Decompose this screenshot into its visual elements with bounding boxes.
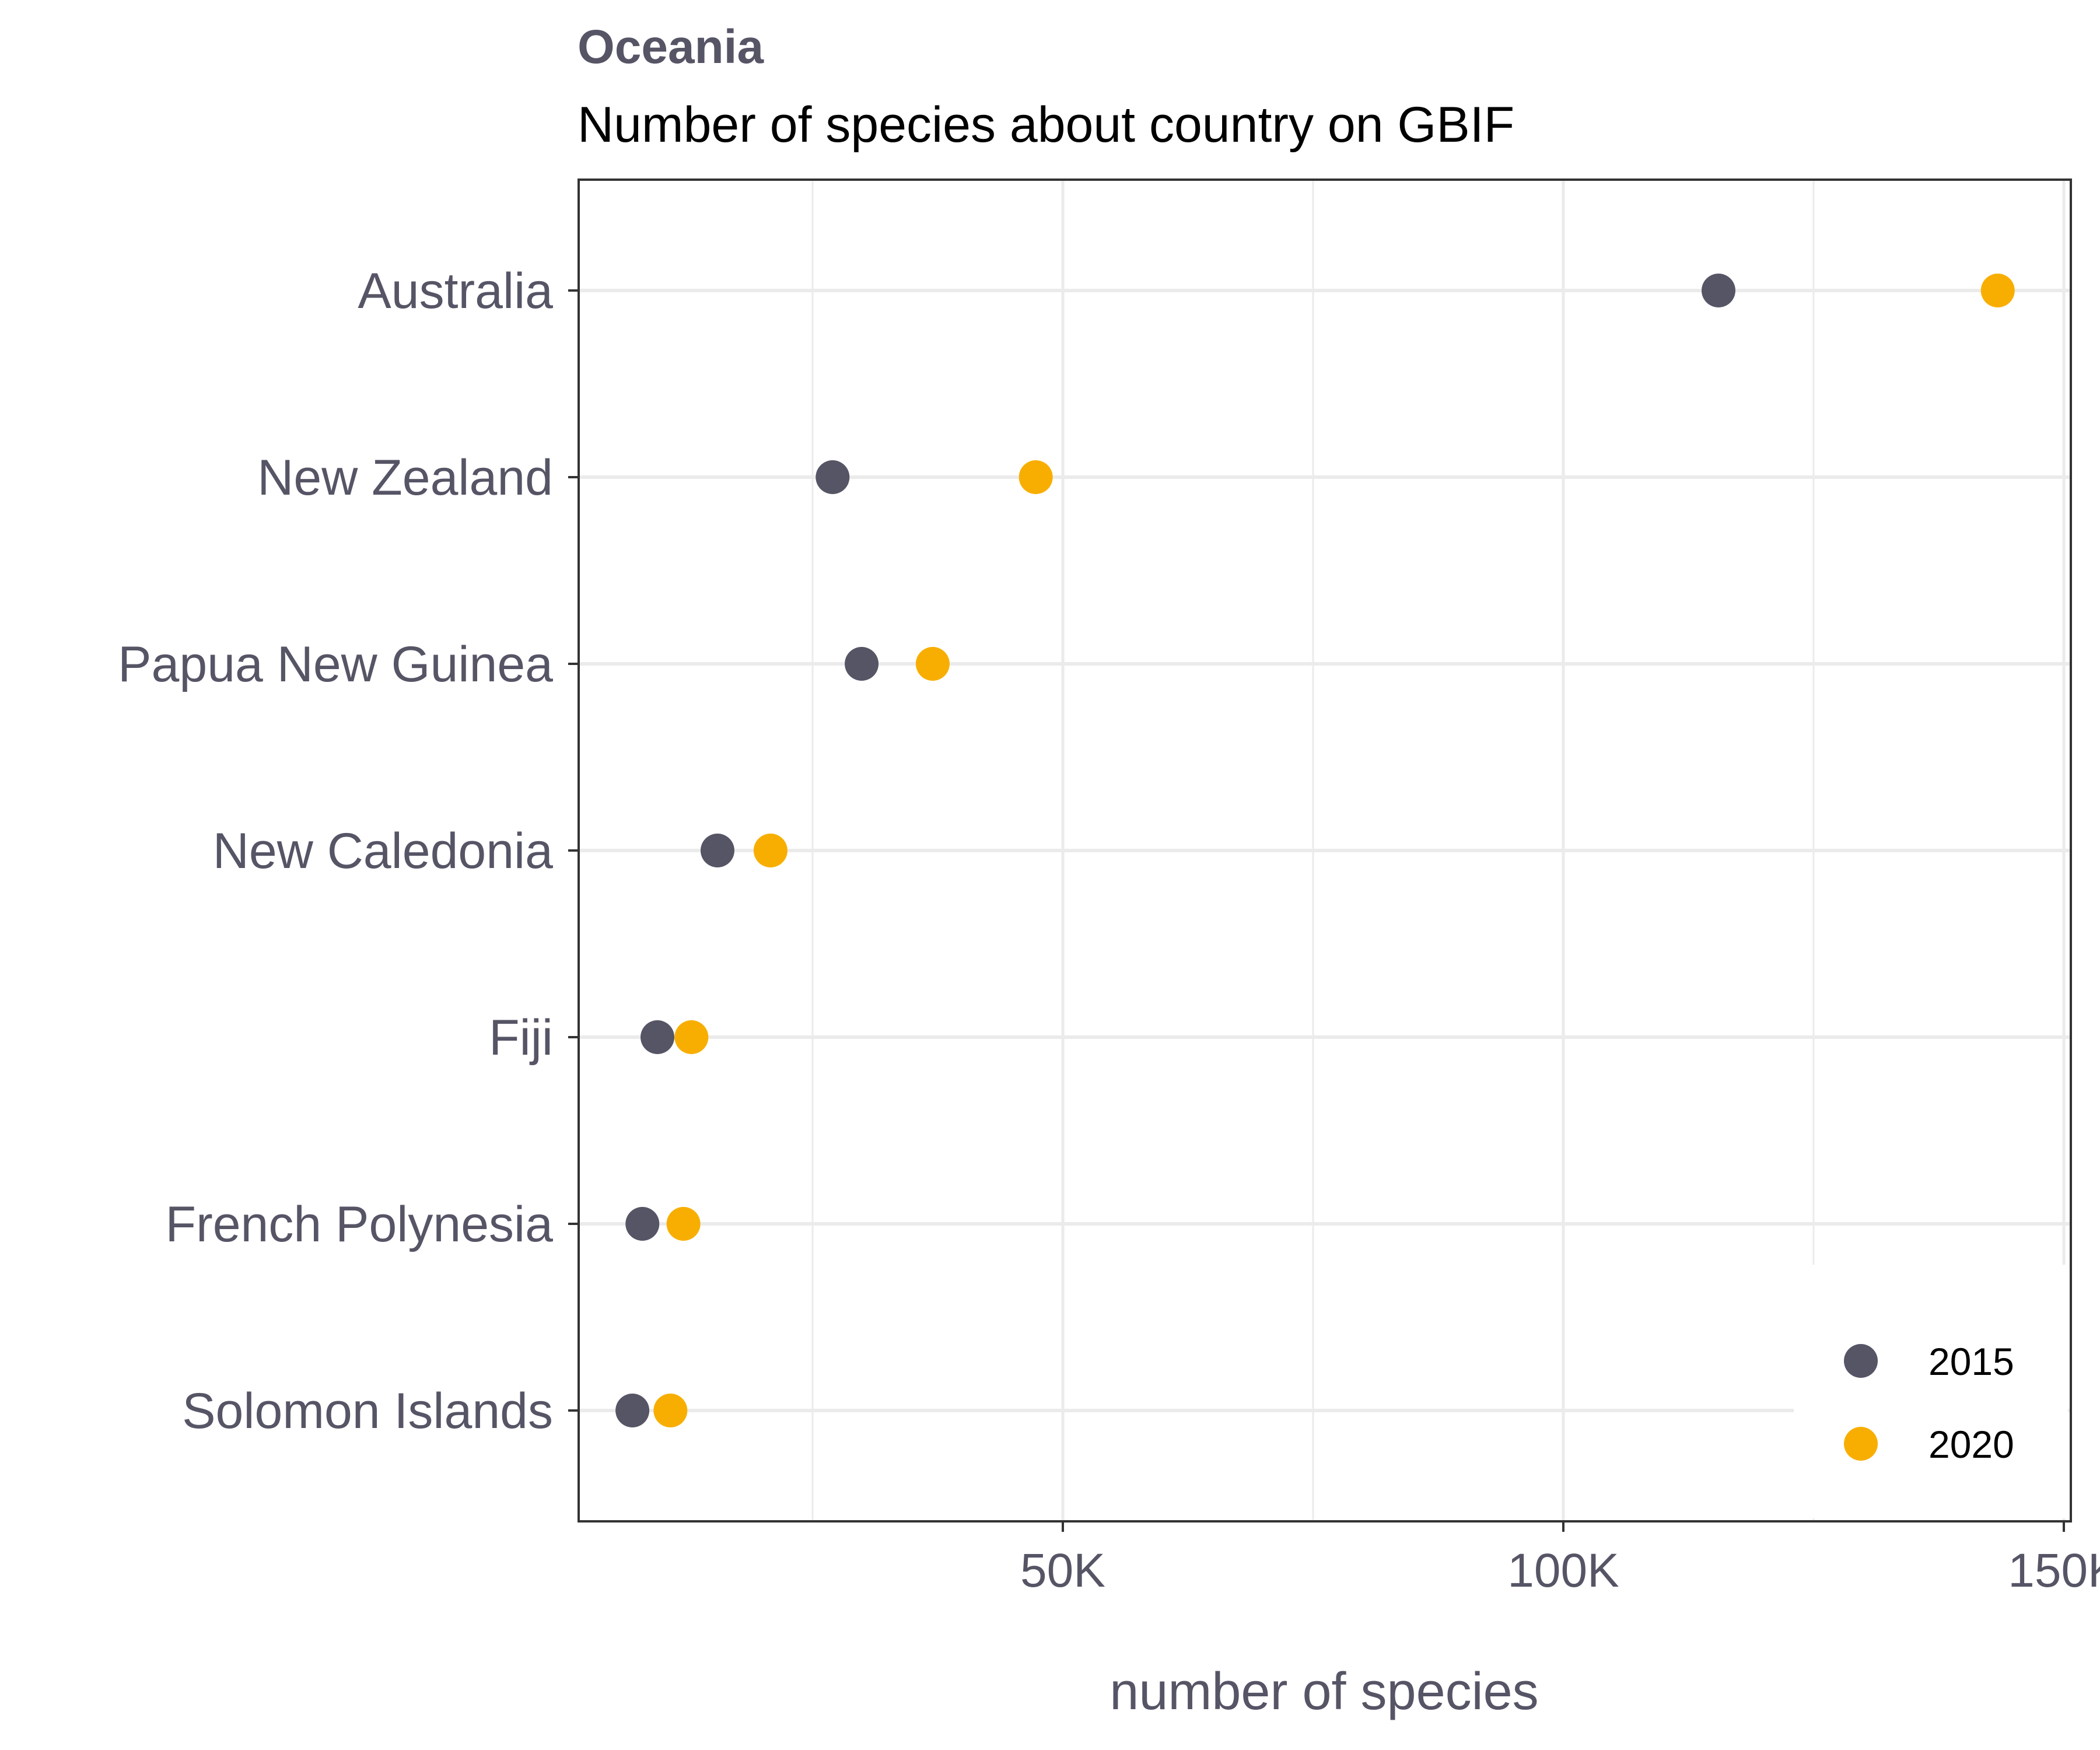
y-tick-label: Papua New Guinea [118, 636, 553, 692]
legend-label-2020: 2020 [1929, 1423, 2014, 1466]
point-2020 [1019, 460, 1053, 494]
y-tick-label: Solomon Islands [182, 1383, 553, 1439]
legend-background [1794, 1265, 2068, 1518]
point-2020 [753, 834, 788, 867]
point-2015 [1701, 274, 1735, 307]
legend: 2015 2020 [1794, 1265, 2068, 1518]
legend-key-2015 [1844, 1344, 1878, 1378]
y-tick-label: New Zealand [257, 450, 553, 506]
axes: Australia New Zealand Papua New Guinea New … [118, 263, 2100, 1597]
point-2020 [653, 1394, 688, 1427]
y-tick-label: French Polynesia [166, 1196, 554, 1252]
point-2020 [915, 647, 950, 681]
chart-subtitle: Number of species about country on GBIF [578, 97, 1514, 153]
y-tick-label: Fiji [489, 1010, 553, 1066]
y-tick-label: New Caledonia [213, 823, 553, 879]
y-tick-label: Australia [358, 263, 553, 319]
point-2020 [1980, 274, 2015, 307]
point-2015 [845, 647, 879, 681]
x-tick-label: 50K [1020, 1544, 1105, 1597]
x-tick-label: 150K [2008, 1544, 2100, 1597]
point-2015 [625, 1207, 660, 1241]
point-2015 [640, 1020, 675, 1054]
plot-marks [615, 274, 2015, 1427]
point-2020 [666, 1207, 701, 1241]
x-axis-label: number of species [1110, 1662, 1538, 1721]
chart-title: Oceania [578, 20, 764, 74]
point-2015 [615, 1394, 650, 1427]
legend-key-2020 [1844, 1427, 1878, 1461]
x-tick-label: 100K [1507, 1544, 1619, 1597]
legend-label-2015: 2015 [1929, 1340, 2014, 1383]
point-2020 [674, 1020, 709, 1054]
point-2015 [700, 834, 734, 867]
point-2015 [816, 460, 850, 494]
